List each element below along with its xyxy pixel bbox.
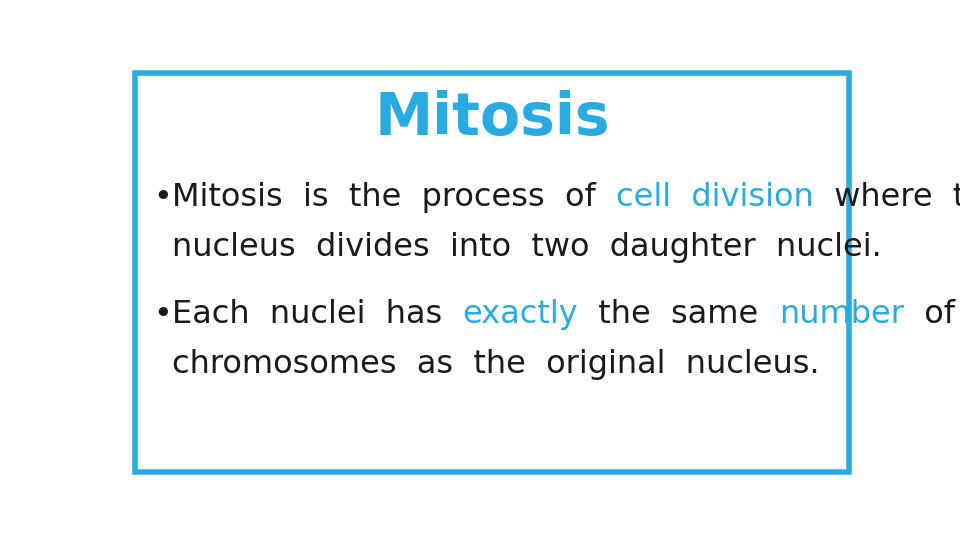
Text: nucleus  divides  into  two  daughter  nuclei.: nucleus divides into two daughter nuclei… [172, 232, 882, 264]
Text: where  the: where the [814, 183, 960, 213]
FancyBboxPatch shape [134, 73, 849, 472]
Text: chromosomes  as  the  original  nucleus.: chromosomes as the original nucleus. [172, 349, 820, 380]
Text: the  same: the same [578, 299, 779, 330]
Text: number: number [779, 299, 903, 330]
Text: exactly: exactly [463, 299, 578, 330]
Text: of: of [903, 299, 955, 330]
Text: Mitosis  is  the  process  of: Mitosis is the process of [172, 183, 616, 213]
Text: •: • [154, 183, 172, 213]
Text: cell  division: cell division [616, 183, 814, 213]
Text: Mitosis: Mitosis [374, 90, 610, 147]
Text: •: • [154, 299, 172, 330]
Text: Each  nuclei  has: Each nuclei has [172, 299, 463, 330]
